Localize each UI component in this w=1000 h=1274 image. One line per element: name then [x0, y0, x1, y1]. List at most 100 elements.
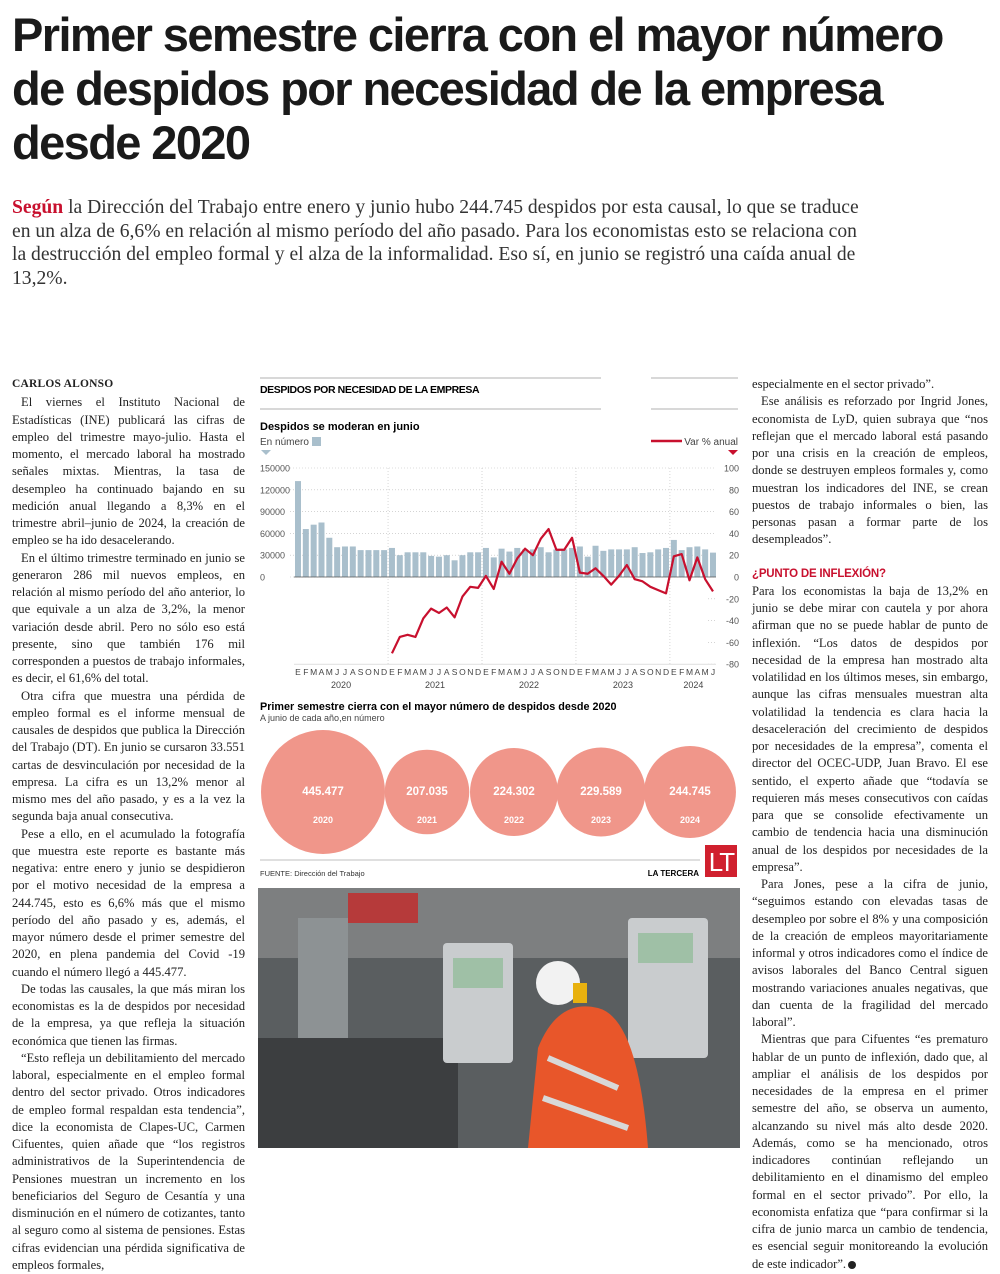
graphic-section-title: DESPIDOS POR NECESIDAD DE LA EMPRESA [260, 384, 480, 396]
right-axis-marker-icon [728, 450, 738, 455]
bar [412, 552, 418, 577]
right-tick-label: 80 [729, 485, 739, 495]
left-tick-label: 0 [260, 573, 265, 583]
photo-worker-factory [258, 888, 740, 1148]
month-label: J [531, 667, 535, 677]
month-label: J [335, 667, 339, 677]
month-label: M [326, 667, 333, 677]
logo-text: LT [709, 847, 736, 877]
month-label: D [663, 667, 669, 677]
bar [311, 525, 317, 577]
end-mark-icon [848, 1261, 856, 1269]
bubble-value: 224.302 [493, 786, 535, 798]
left-axis-marker-icon [261, 450, 271, 455]
paragraph: El viernes el Instituto Nacional de Esta… [12, 394, 245, 549]
bubble-chart-title: Primer semestre cierra con el mayor núme… [260, 701, 616, 713]
left-axis-label: En número [260, 437, 309, 448]
month-label: M [404, 667, 411, 677]
bar [428, 556, 434, 577]
month-label: O [647, 667, 654, 677]
right-tick-label: -20 [726, 594, 739, 604]
bubble-year: 2022 [504, 815, 524, 825]
month-label: F [491, 667, 496, 677]
bar [475, 552, 481, 577]
month-label: J [437, 667, 441, 677]
bar [663, 548, 669, 577]
right-tick-label: 0 [734, 573, 739, 583]
month-label: F [585, 667, 590, 677]
paragraph: Mientras que para Cifuentes “es prematur… [752, 1031, 988, 1273]
month-label: N [561, 667, 567, 677]
bar [522, 549, 528, 577]
month-label: A [413, 667, 419, 677]
month-label: E [671, 667, 677, 677]
month-label: J [711, 667, 715, 677]
bar [303, 529, 309, 577]
bar [295, 481, 301, 577]
year-label: 2021 [425, 680, 445, 690]
month-label: F [679, 667, 684, 677]
month-label: M [514, 667, 521, 677]
month-label: O [459, 667, 466, 677]
deck-text: la Dirección del Trabajo entre enero y j… [12, 197, 859, 289]
bar [569, 548, 575, 577]
month-label: S [546, 667, 552, 677]
bubble-value: 244.745 [669, 786, 711, 798]
bar [538, 547, 544, 577]
right-tick-label: -60 [726, 638, 739, 648]
left-tick-label: 60000 [260, 529, 285, 539]
month-label: M [702, 667, 709, 677]
month-label: N [655, 667, 661, 677]
bubble-chart-subtitle: A junio de cada año,en número [260, 713, 385, 723]
year-label: 2020 [331, 680, 351, 690]
month-label: A [694, 667, 700, 677]
photo-illustration [258, 888, 740, 1148]
paragraph: especialmente en el sector privado”. [752, 376, 988, 393]
left-tick-label: 150000 [260, 464, 290, 474]
right-tick-label: 40 [729, 529, 739, 539]
bar [655, 549, 661, 577]
bar [381, 550, 387, 577]
bar [350, 546, 356, 577]
var-line [392, 529, 713, 653]
month-label: O [365, 667, 372, 677]
month-label: S [640, 667, 646, 677]
year-label: 2022 [519, 680, 539, 690]
month-label: J [617, 667, 621, 677]
bubble-year: 2020 [313, 815, 333, 825]
month-label: A [319, 667, 325, 677]
bar [640, 553, 646, 577]
bubble-value: 207.035 [406, 786, 448, 798]
left-tick-label: 30000 [260, 551, 285, 561]
bar [632, 547, 638, 577]
paragraph: Pese a ello, en el acumulado la fotograf… [12, 826, 245, 981]
right-tick-label: 100 [724, 464, 739, 474]
month-label: E [295, 667, 301, 677]
month-label: M [420, 667, 427, 677]
month-label: S [358, 667, 364, 677]
bar [326, 538, 332, 577]
bar [452, 560, 458, 577]
paragraph: “Esto refleja un debilitamiento del merc… [12, 1050, 245, 1274]
month-label: M [686, 667, 693, 677]
combo-chart: 1500001200009000060000300000100806040200… [260, 464, 739, 691]
bar [342, 546, 348, 577]
month-label: M [310, 667, 317, 677]
bar [593, 546, 599, 577]
bubble-year: 2021 [417, 815, 437, 825]
paragraph: En el último trimestre terminado en juni… [12, 550, 245, 688]
month-label: J [625, 667, 629, 677]
month-label: D [569, 667, 575, 677]
bar [365, 550, 371, 577]
month-label: F [303, 667, 308, 677]
month-label: E [577, 667, 583, 677]
bubble-value: 229.589 [580, 786, 622, 798]
month-label: A [538, 667, 544, 677]
year-label: 2023 [613, 680, 633, 690]
article-column-right: especialmente en el sector privado”. Ese… [752, 376, 988, 1273]
month-label: M [592, 667, 599, 677]
paragraph: De todas las causales, la que más miran … [12, 981, 245, 1050]
month-label: F [397, 667, 402, 677]
bar [420, 552, 426, 577]
bar [546, 552, 552, 577]
